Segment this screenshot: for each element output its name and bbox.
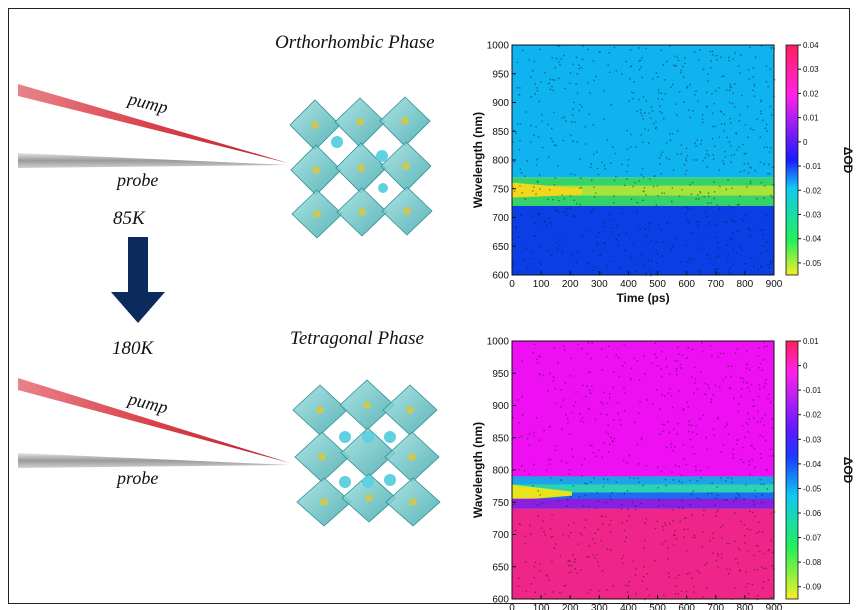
heatmap-noise	[512, 45, 776, 277]
x-tick-label: 300	[591, 279, 608, 290]
colorbar-title: ΔOD	[841, 147, 855, 174]
feature-streak	[512, 484, 774, 493]
orthorhombic-atoms	[311, 117, 411, 218]
colorbar-tick-label: 0.03	[803, 65, 819, 74]
colorbar-tick-label: 0.01	[803, 337, 819, 346]
heatmap-orthorhombic: 0 100 200 300 400 500 600 700 800 900 600 650 700 750…	[471, 41, 855, 306]
colorbar-tick-label: -0.08	[803, 558, 822, 567]
heatmap-band	[512, 206, 774, 275]
x-tick-label: 500	[649, 279, 666, 290]
feature-streak	[512, 185, 774, 196]
phase-title-tetragonal: Tetragonal Phase	[290, 328, 424, 349]
x-tick-label: 200	[562, 279, 579, 290]
colorbar-tick-label: -0.01	[803, 386, 822, 395]
colorbar-tick-label: 0.01	[803, 114, 819, 123]
y-tick-label: 900	[492, 401, 509, 412]
heatmap-band	[512, 45, 774, 178]
colorbar-tick-label: -0.04	[803, 460, 822, 469]
probe-label-top: probe	[117, 170, 159, 190]
colorbar-tick-label: -0.04	[803, 235, 822, 244]
x-tick-label: 900	[766, 279, 783, 290]
colorbar-tick-label: -0.02	[803, 186, 822, 195]
x-tick-label: 400	[620, 279, 637, 290]
colorbar-title: ΔOD	[841, 457, 855, 484]
colorbar	[785, 44, 799, 276]
pump-beam-bottom	[18, 378, 290, 463]
y-tick-label: 800	[492, 466, 509, 477]
y-tick-label: 850	[492, 127, 509, 138]
x-tick-label: 400	[620, 603, 637, 610]
y-tick-label: 600	[492, 595, 509, 606]
colorbar-tick-label: -0.01	[803, 162, 822, 171]
y-tick-label: 600	[492, 271, 509, 282]
x-tick-label: 700	[707, 279, 724, 290]
y-tick-label: 1000	[487, 337, 510, 348]
colorbar-tick-label: -0.06	[803, 509, 822, 518]
heatmap-tetragonal: 0 100 200 300 400 500 600 700 800 900 600 650 700 750…	[471, 337, 855, 610]
colorbar-tick-label: 0	[803, 362, 808, 371]
colorbar-tick-label: -0.02	[803, 411, 822, 420]
y-axis-title: Wavelength (nm)	[471, 112, 485, 208]
probe-label-bottom: probe	[117, 468, 159, 488]
colorbar-tick-label: -0.03	[803, 210, 822, 219]
colorbar-tick-label: 0	[803, 138, 808, 147]
x-tick-label: 500	[649, 603, 666, 610]
x-tick-label: 300	[591, 603, 608, 610]
y-tick-label: 1000	[487, 41, 510, 52]
y-tick-label: 900	[492, 98, 509, 109]
x-tick-label: 700	[707, 603, 724, 610]
colorbar-tick-label: -0.03	[803, 435, 822, 444]
colorbar-tick-label: -0.05	[803, 259, 822, 268]
y-tick-label: 700	[492, 530, 509, 541]
y-tick-label: 750	[492, 498, 509, 509]
y-tick-label: 950	[492, 69, 509, 80]
temperature-start: 85K	[113, 208, 145, 229]
probe-beam-bottom	[18, 453, 290, 468]
feature-streak	[512, 498, 774, 509]
colorbar-tick-label: 0.02	[803, 89, 819, 98]
colorbar-tick-label: -0.05	[803, 484, 822, 493]
temperature-end: 180K	[112, 338, 154, 359]
x-tick-label: 100	[533, 603, 550, 610]
y-tick-label: 850	[492, 433, 509, 444]
y-tick-label: 950	[492, 369, 509, 380]
colorbar-tick-label: 0.04	[803, 41, 819, 50]
x-tick-label: 100	[533, 279, 550, 290]
y-tick-label: 650	[492, 562, 509, 573]
x-tick-label: 0	[509, 603, 515, 610]
x-tick-label: 0	[509, 279, 515, 290]
y-tick-label: 800	[492, 156, 509, 167]
heatmap-noise	[512, 341, 776, 601]
colorbar-tick-label: -0.07	[803, 534, 822, 543]
tetragonal-atoms	[316, 401, 417, 506]
x-tick-label: 600	[678, 279, 695, 290]
heatmap-band	[512, 508, 774, 599]
probe-beam-top	[18, 153, 288, 168]
colorbar	[785, 340, 799, 600]
y-tick-label: 650	[492, 242, 509, 253]
x-tick-label: 600	[678, 603, 695, 610]
x-axis-title: Time (ps)	[616, 291, 669, 305]
heatmap-band	[512, 341, 774, 477]
feature-streak	[512, 476, 774, 485]
y-axis-title: Wavelength (nm)	[471, 422, 485, 518]
feature-peak	[512, 484, 572, 501]
y-tick-label: 750	[492, 184, 509, 195]
colorbar-tick-label: -0.09	[803, 583, 822, 592]
x-tick-label: 800	[737, 603, 754, 610]
temperature-arrow	[111, 237, 165, 323]
x-tick-label: 900	[766, 603, 783, 610]
x-tick-label: 200	[562, 603, 579, 610]
phase-title-orthorhombic: Orthorhombic Phase	[275, 32, 435, 53]
pump-beam-top	[18, 84, 288, 163]
feature-peak	[512, 182, 582, 198]
x-tick-label: 800	[737, 279, 754, 290]
y-tick-label: 700	[492, 213, 509, 224]
